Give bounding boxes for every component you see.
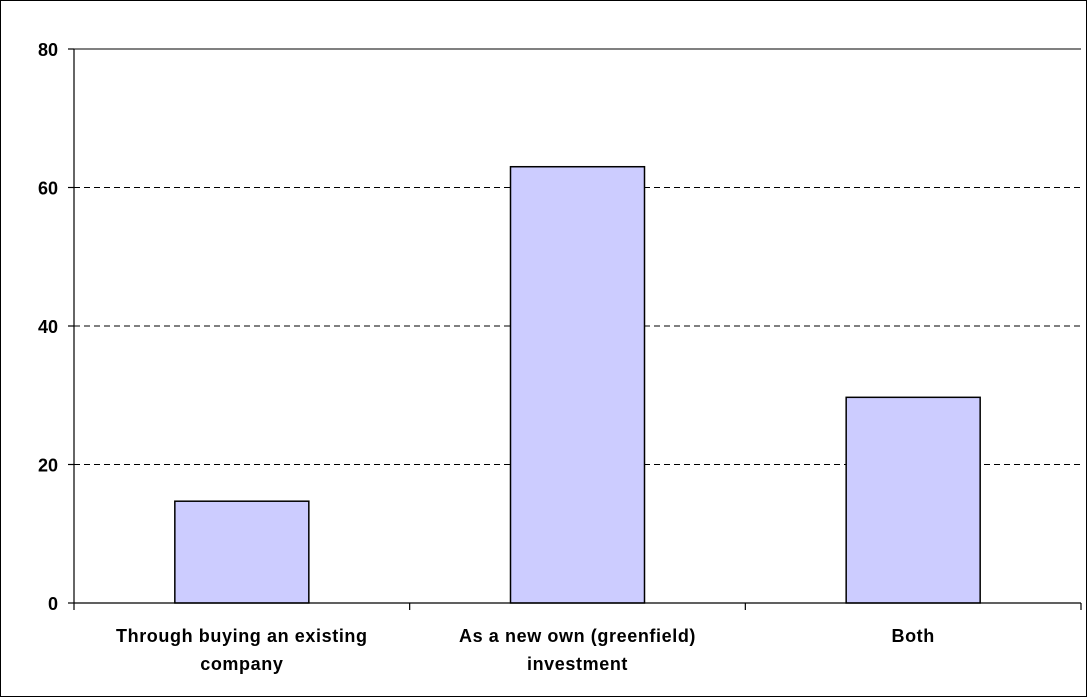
category-label: As a new own (greenfield): [459, 626, 696, 646]
bar-2: [509, 165, 646, 604]
axes: [68, 48, 1082, 610]
y-tick-label: 40: [38, 317, 58, 337]
y-tick-labels: 0 20 40 60 80: [38, 40, 58, 614]
category-label: investment: [527, 654, 628, 674]
bar-3: [845, 396, 981, 604]
bar-1: [174, 500, 310, 604]
y-tick-label: 0: [48, 594, 58, 614]
y-tick-label: 60: [38, 179, 58, 199]
y-tick-label: 20: [38, 456, 58, 476]
category-label: Through buying an existing: [116, 626, 368, 646]
category-label: Both: [891, 626, 934, 646]
bars: [174, 165, 981, 604]
category-labels: Through buying an existing company As a ne…: [116, 626, 934, 674]
category-label: company: [200, 654, 283, 674]
y-tick-label: 80: [38, 40, 58, 60]
